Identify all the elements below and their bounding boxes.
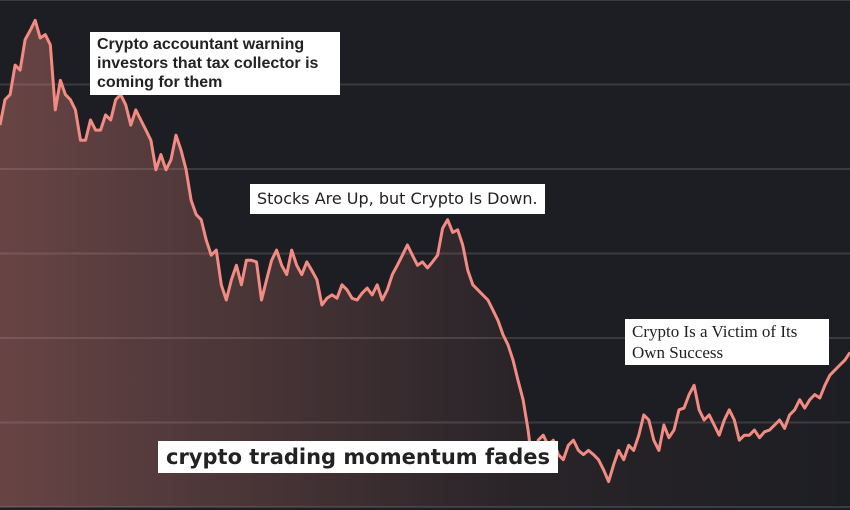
annotation: Stocks Are Up, but Crypto Is Down. — [250, 184, 545, 214]
annotation: Crypto accountant warning investors that… — [90, 32, 340, 95]
annotation: Crypto Is a Victim of Its Own Success — [625, 319, 829, 365]
annotation: crypto trading momentum fades — [158, 441, 559, 473]
line — [0, 18, 850, 484]
area — [0, 20, 850, 508]
